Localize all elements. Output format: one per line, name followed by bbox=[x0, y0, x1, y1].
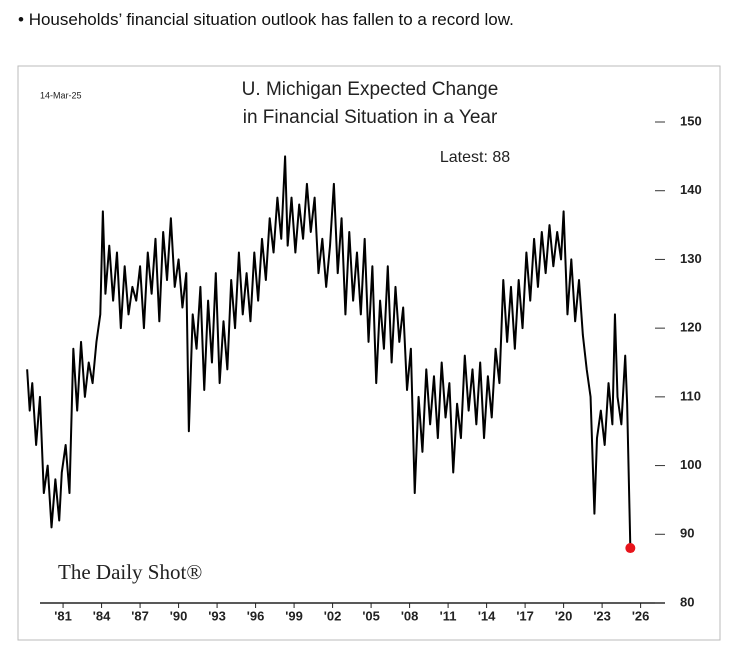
x-tick-label: '87 bbox=[131, 608, 149, 623]
chart-title: U. Michigan Expected Change bbox=[242, 79, 499, 100]
y-tick-label: 120 bbox=[680, 320, 702, 335]
bullet-text: • Households’ financial situation outloo… bbox=[18, 10, 514, 29]
x-tick-label: '20 bbox=[555, 608, 573, 623]
chart-subtitle: in Financial Situation in a Year bbox=[243, 107, 498, 128]
x-tick-label: '96 bbox=[247, 608, 265, 623]
latest-point bbox=[625, 543, 636, 554]
y-tick-label: 100 bbox=[680, 457, 702, 472]
x-tick-label: '26 bbox=[632, 608, 650, 623]
x-tick-label: '99 bbox=[285, 608, 303, 623]
x-tick-label: '14 bbox=[478, 608, 496, 623]
x-tick-label: '02 bbox=[324, 608, 342, 623]
annotation: Latest: 88 bbox=[440, 149, 510, 166]
x-tick-label: '11 bbox=[440, 608, 457, 623]
x-tick-label: '17 bbox=[516, 608, 534, 623]
chart-frame bbox=[17, 65, 721, 641]
date-label: 14-Mar-25 bbox=[40, 90, 82, 100]
x-tick-label: '90 bbox=[170, 608, 188, 623]
x-tick-label: '84 bbox=[93, 608, 111, 623]
y-tick-label: 130 bbox=[680, 251, 702, 266]
y-tick-label: 150 bbox=[680, 113, 702, 128]
x-tick-label: '05 bbox=[362, 608, 380, 623]
y-tick-label: 140 bbox=[680, 182, 702, 197]
x-tick-label: '93 bbox=[208, 608, 226, 623]
y-tick-label: 80 bbox=[680, 594, 694, 609]
watermark: The Daily Shot® bbox=[58, 560, 202, 584]
series-line bbox=[26, 155, 632, 549]
x-tick-label: '08 bbox=[401, 608, 419, 623]
headline: Households’ financial situation outlook … bbox=[28, 10, 514, 29]
x-tick-label: '81 bbox=[54, 608, 72, 623]
x-tick-label: '23 bbox=[593, 608, 611, 623]
y-tick-label: 90 bbox=[680, 526, 694, 541]
y-tick-label: 110 bbox=[680, 388, 701, 403]
